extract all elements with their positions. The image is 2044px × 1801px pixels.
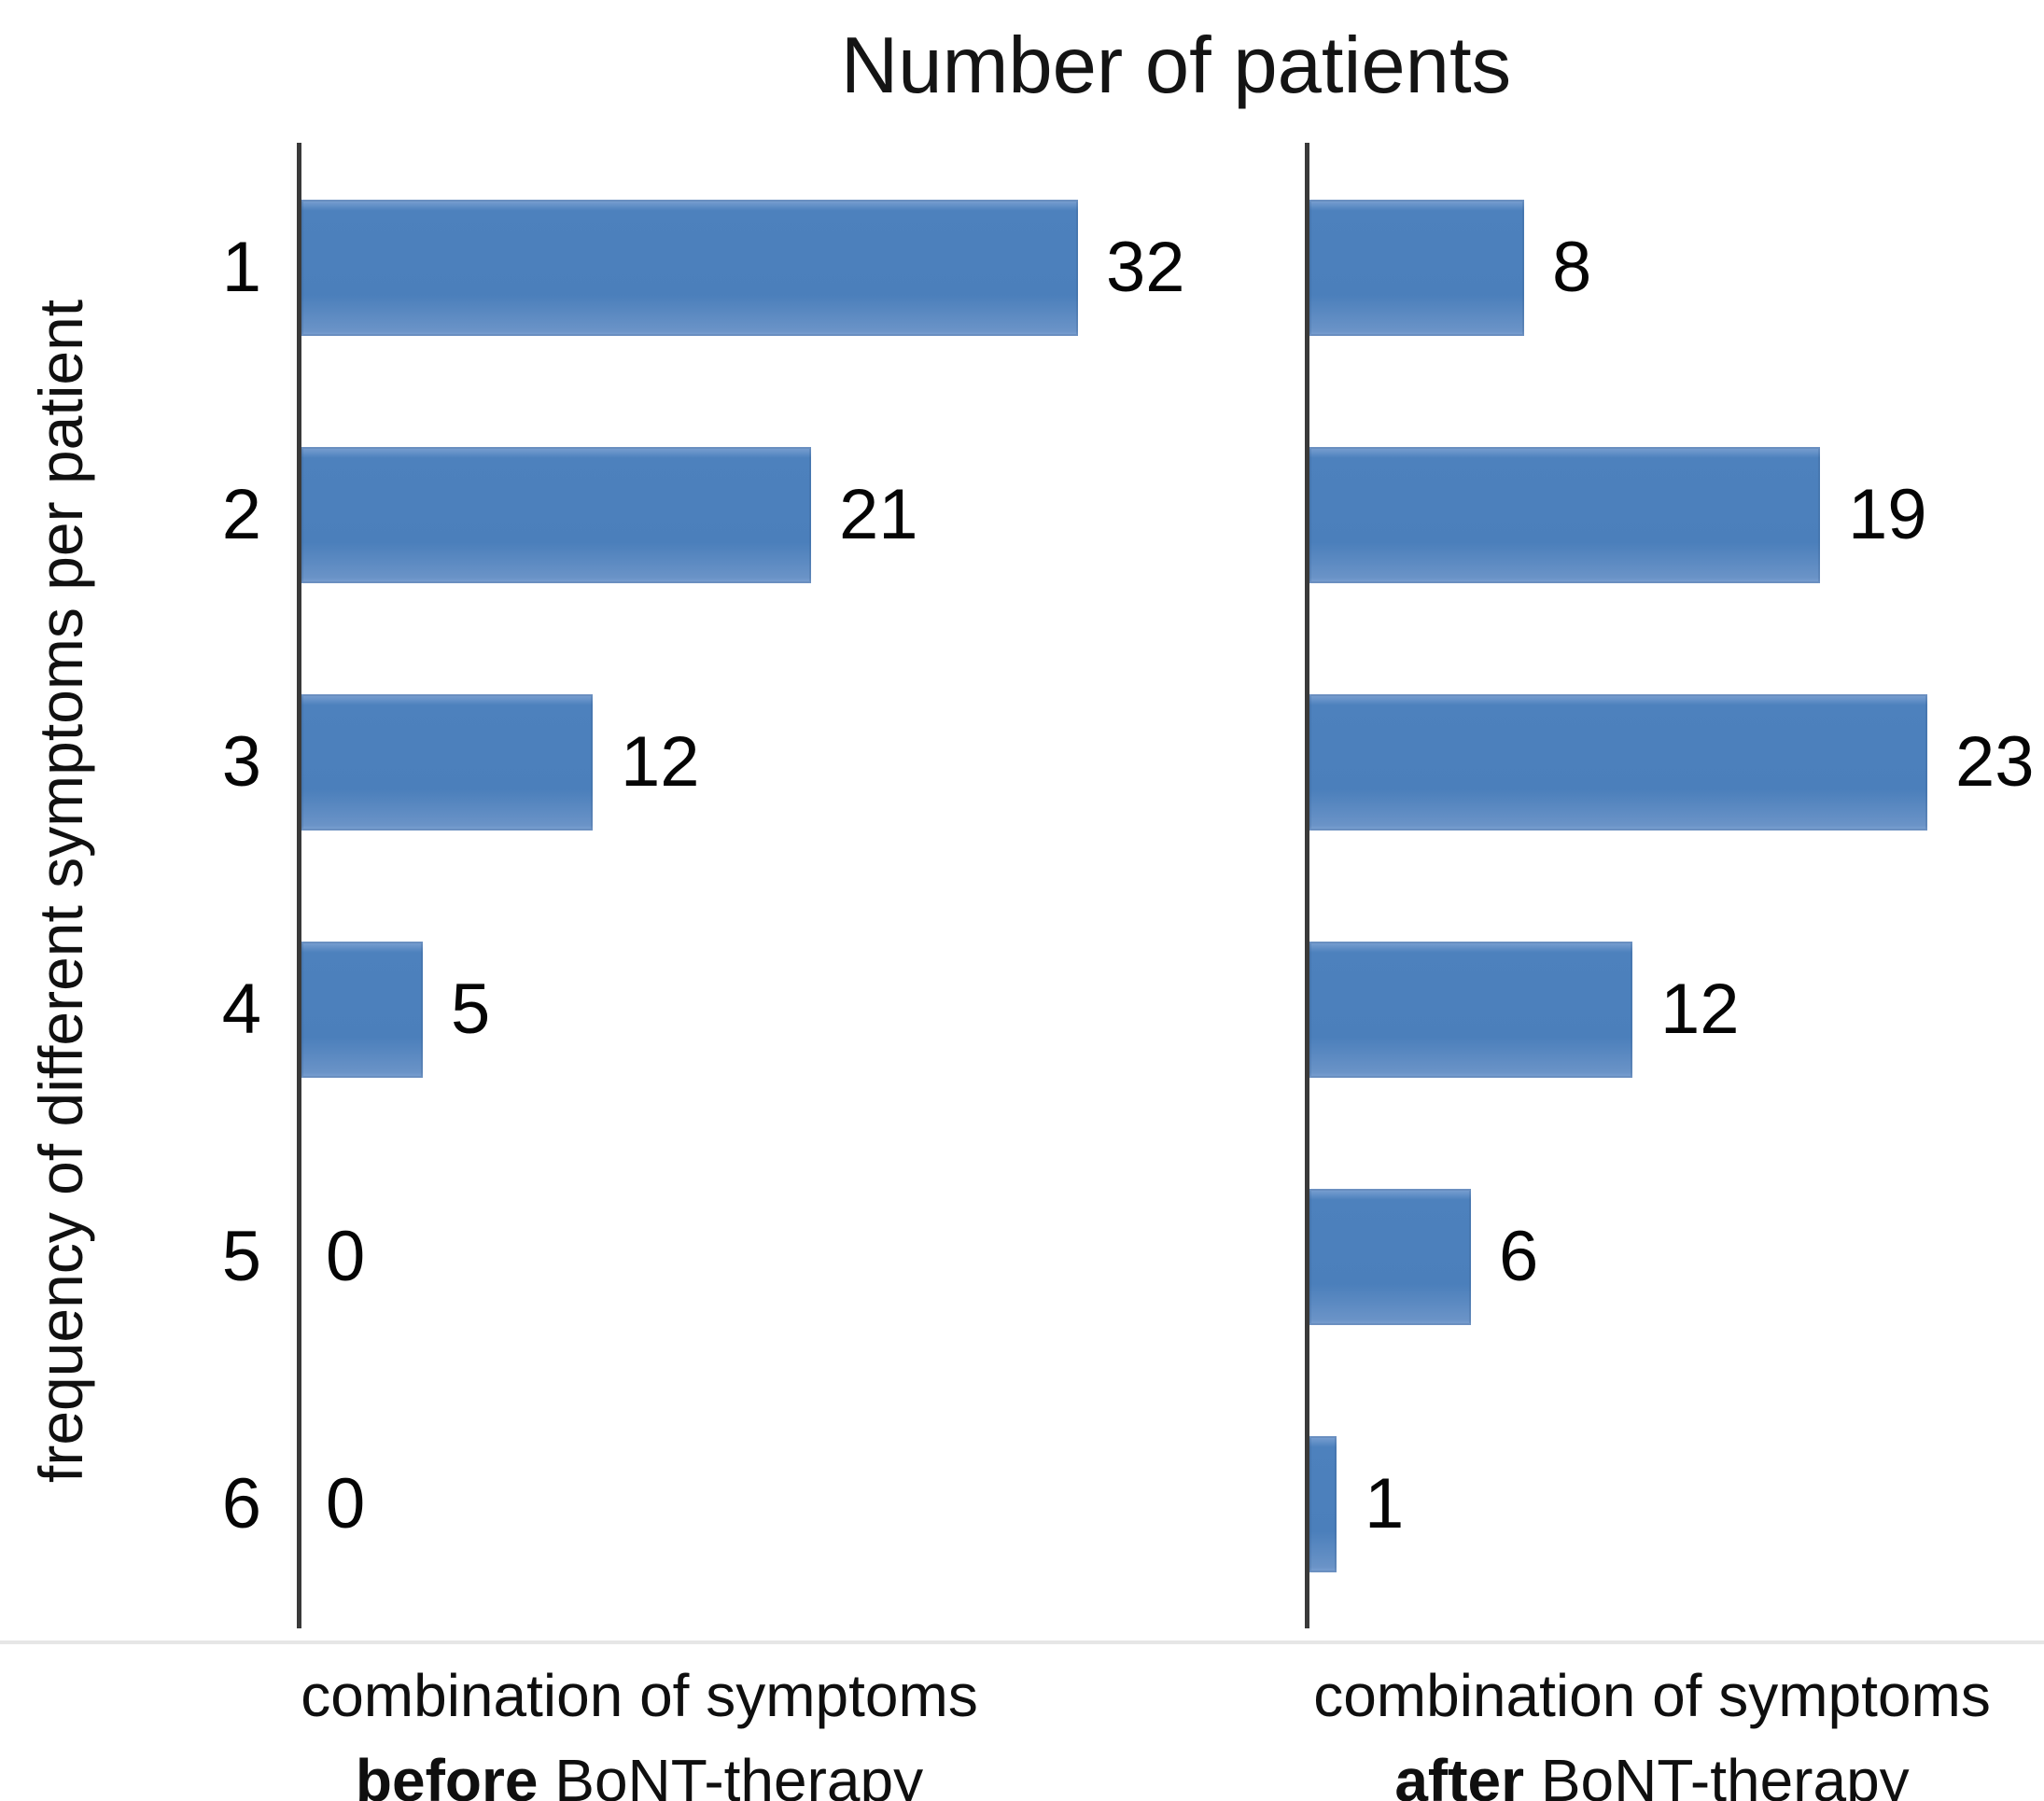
value-label: 23	[1955, 722, 2035, 802]
caption-before-rest: BoNT-therapy	[538, 1746, 924, 1801]
value-label: 8	[1552, 228, 1592, 307]
caption-before-line1: combination of symptoms	[301, 1662, 978, 1729]
value-label: 6	[1499, 1217, 1539, 1296]
caption-after-bold-word: after	[1394, 1746, 1525, 1801]
category-label: 5	[221, 1217, 261, 1296]
caption-before-bold-word: before	[355, 1746, 539, 1801]
bar	[1309, 447, 1820, 583]
y-axis-label: frequency of different symptoms per pati…	[26, 299, 95, 1484]
bottom-divider-line	[0, 1640, 2044, 1644]
bar	[1309, 1436, 1337, 1572]
x-axis-caption-before: combination of symptoms before BoNT-ther…	[280, 1654, 999, 1801]
category-label: 3	[221, 722, 261, 802]
bar	[301, 694, 593, 831]
chart-title: Number of patients	[840, 21, 1512, 110]
category-label: 6	[221, 1464, 261, 1543]
bar	[1309, 942, 1632, 1078]
after-panel-axis-line	[1305, 143, 1309, 1628]
value-label: 12	[621, 722, 700, 802]
value-label: 0	[326, 1217, 366, 1296]
before-panel-axis-line	[297, 143, 301, 1628]
caption-after-rest: BoNT-therapy	[1524, 1746, 1910, 1801]
category-label: 2	[221, 475, 261, 554]
category-label: 1	[221, 228, 261, 307]
value-label: 12	[1660, 970, 1740, 1049]
bar	[301, 942, 423, 1078]
caption-after-line1: combination of symptoms	[1313, 1662, 1991, 1729]
value-label: 1	[1365, 1464, 1405, 1543]
value-label: 19	[1848, 475, 1927, 554]
value-label: 5	[451, 970, 491, 1049]
bar	[1309, 694, 1927, 831]
bar	[301, 200, 1078, 336]
category-label: 4	[221, 970, 261, 1049]
x-axis-caption-after: combination of symptoms after BoNT-thera…	[1288, 1654, 2016, 1801]
bar	[1309, 200, 1524, 336]
bar	[1309, 1189, 1471, 1325]
value-label: 32	[1106, 228, 1185, 307]
bar	[301, 447, 811, 583]
value-label: 0	[326, 1464, 366, 1543]
value-label: 21	[839, 475, 918, 554]
